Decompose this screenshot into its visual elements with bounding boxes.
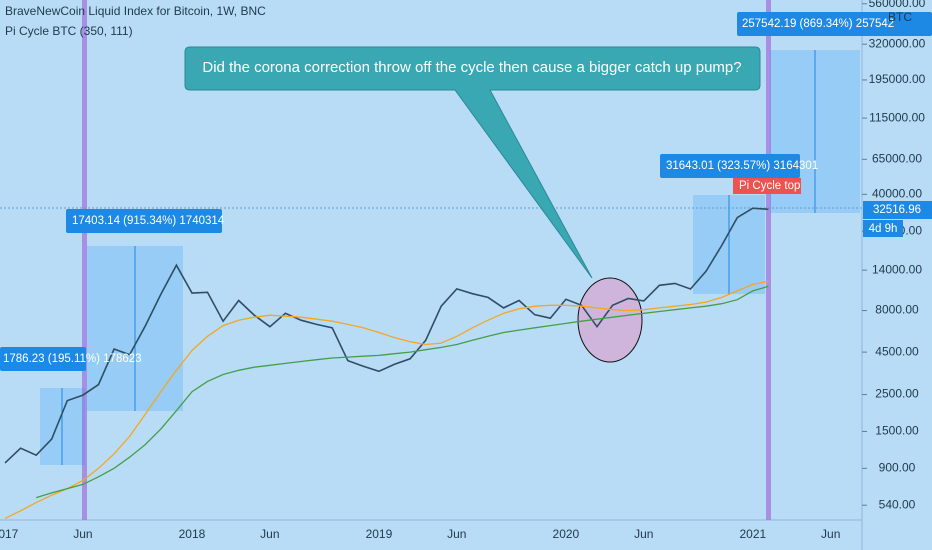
x-tick-label: Jun — [634, 527, 653, 541]
header-title: BraveNewCoin Liquid Index for Bitcoin, 1… — [5, 4, 266, 18]
cycle-line — [766, 0, 771, 520]
y-tick-label: 4500.00 — [875, 344, 919, 358]
x-tick-label: 2021 — [739, 527, 766, 541]
callout-box — [184, 46, 761, 279]
last-price-text: 32516.96 — [873, 204, 921, 216]
x-tick-label: Jun — [821, 527, 840, 541]
x-tick-label: 2018 — [179, 527, 206, 541]
overlay: Did the corona correction throw off the … — [0, 4, 932, 371]
series-line — [4, 280, 769, 519]
x-tick-label: 2019 — [366, 527, 393, 541]
y-tick-label: 65000.00 — [872, 151, 922, 165]
y-tick-label: 14000.00 — [872, 262, 922, 276]
y-tick-label: 1500.00 — [875, 424, 919, 438]
y-tick-label: 900.00 — [879, 460, 916, 474]
series-line — [36, 285, 769, 499]
y-tick-label: 195000.00 — [869, 72, 926, 86]
countdown-text: 4d 9h — [869, 223, 898, 235]
series-line — [4, 207, 769, 464]
x-tick-label: Jun — [447, 527, 466, 541]
y-tick-label: 540.00 — [879, 497, 916, 511]
x-tick-label: 2020 — [553, 527, 580, 541]
axis-unit: BTC — [888, 10, 912, 24]
y-tick-label: 115000.00 — [869, 110, 925, 124]
measure-label-text: 1786.23 (195.11%) 178623 — [3, 353, 142, 365]
plot — [0, 0, 862, 520]
measure-label — [66, 209, 222, 233]
measure-label — [660, 154, 800, 178]
y-tick-label: 560000.00 — [869, 0, 926, 10]
signal-label-text: Pi Cycle top — [739, 180, 800, 192]
indicator-title: Pi Cycle BTC (350, 111) — [5, 24, 133, 38]
measure-label-text: 31643.01 (323.57%) 3164301 — [666, 160, 818, 172]
signal-label — [733, 178, 801, 194]
x-tick-label: 2017 — [0, 527, 19, 541]
y-tick-label: 40000.00 — [872, 187, 922, 201]
y-tick-label: 2500.00 — [875, 387, 919, 401]
countdown-badge — [863, 220, 903, 237]
x-tick-label: Jun — [260, 527, 279, 541]
measure-label — [737, 12, 932, 36]
x-tick-label: Jun — [73, 527, 92, 541]
y-tick-label: 8000.00 — [875, 303, 919, 317]
last-price-badge — [863, 201, 932, 219]
measure-label-text: 257542.19 (869.34%) 257542 — [742, 18, 894, 30]
measure-label — [0, 347, 86, 371]
cycle-line — [82, 0, 87, 520]
measure-label-text: 17403.14 (915.34%) 1740314 — [72, 215, 225, 227]
y-tick-label: 320000.00 — [869, 36, 926, 50]
callout-text: Did the corona correction throw off the … — [202, 59, 741, 76]
